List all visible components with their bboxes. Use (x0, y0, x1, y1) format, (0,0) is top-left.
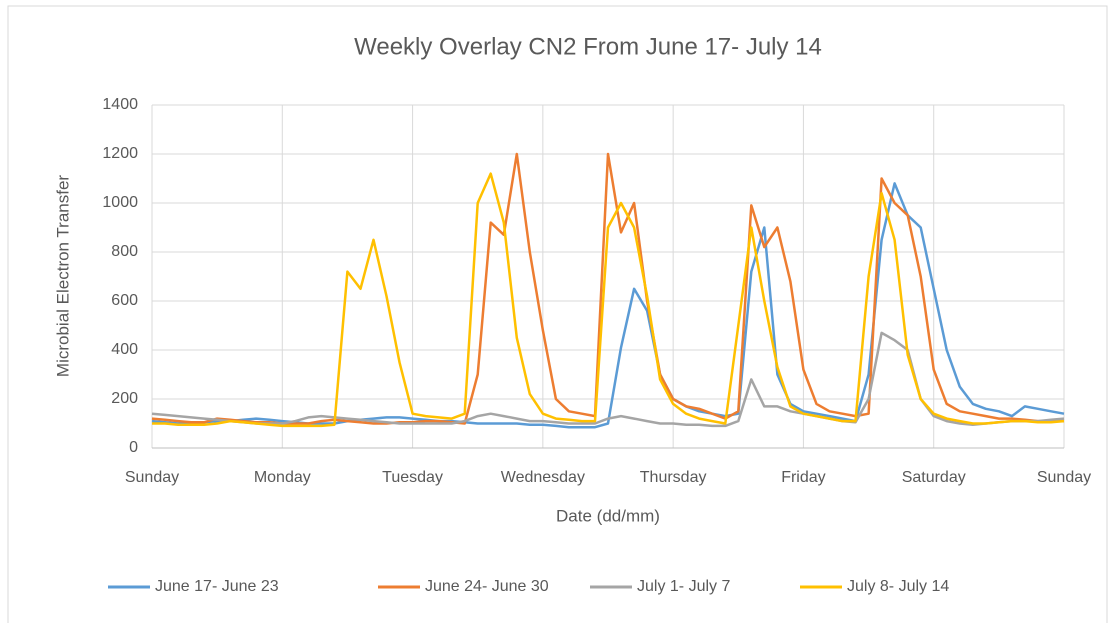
y-tick-label: 1000 (102, 194, 138, 211)
y-axis-title: Microbial Electron Transfer (53, 175, 72, 378)
y-tick-label: 0 (129, 439, 138, 456)
legend-label: July 8- July 14 (847, 578, 949, 595)
data-line (151, 152, 1064, 425)
x-tick-label: Tuesday (382, 469, 443, 486)
x-tick-label: Sunday (1037, 469, 1091, 486)
x-tick-label: Saturday (902, 469, 966, 486)
chart-title: Weekly Overlay CN2 From June 17- July 14 (354, 33, 822, 60)
y-tick-label: 800 (111, 243, 138, 260)
y-tick-label: 1200 (102, 145, 138, 162)
y-tick-label: 1400 (102, 96, 138, 113)
y-tick-label: 200 (111, 390, 138, 407)
data-line (152, 172, 1065, 428)
x-tick-label: Monday (254, 469, 311, 486)
legend-label: June 24- June 30 (425, 578, 549, 595)
x-tick-label: Sunday (125, 469, 179, 486)
x-tick-label: Wednesday (501, 469, 585, 486)
x-axis-title: Date (dd/mm) (556, 506, 660, 525)
y-tick-label: 400 (111, 341, 138, 358)
legend-label: July 1- July 7 (637, 578, 730, 595)
x-tick-label: Thursday (640, 469, 707, 486)
legend-label: June 17- June 23 (155, 578, 279, 595)
chart-border (7, 5, 1108, 623)
y-tick-label: 600 (111, 292, 138, 309)
x-tick-label: Friday (781, 469, 825, 486)
